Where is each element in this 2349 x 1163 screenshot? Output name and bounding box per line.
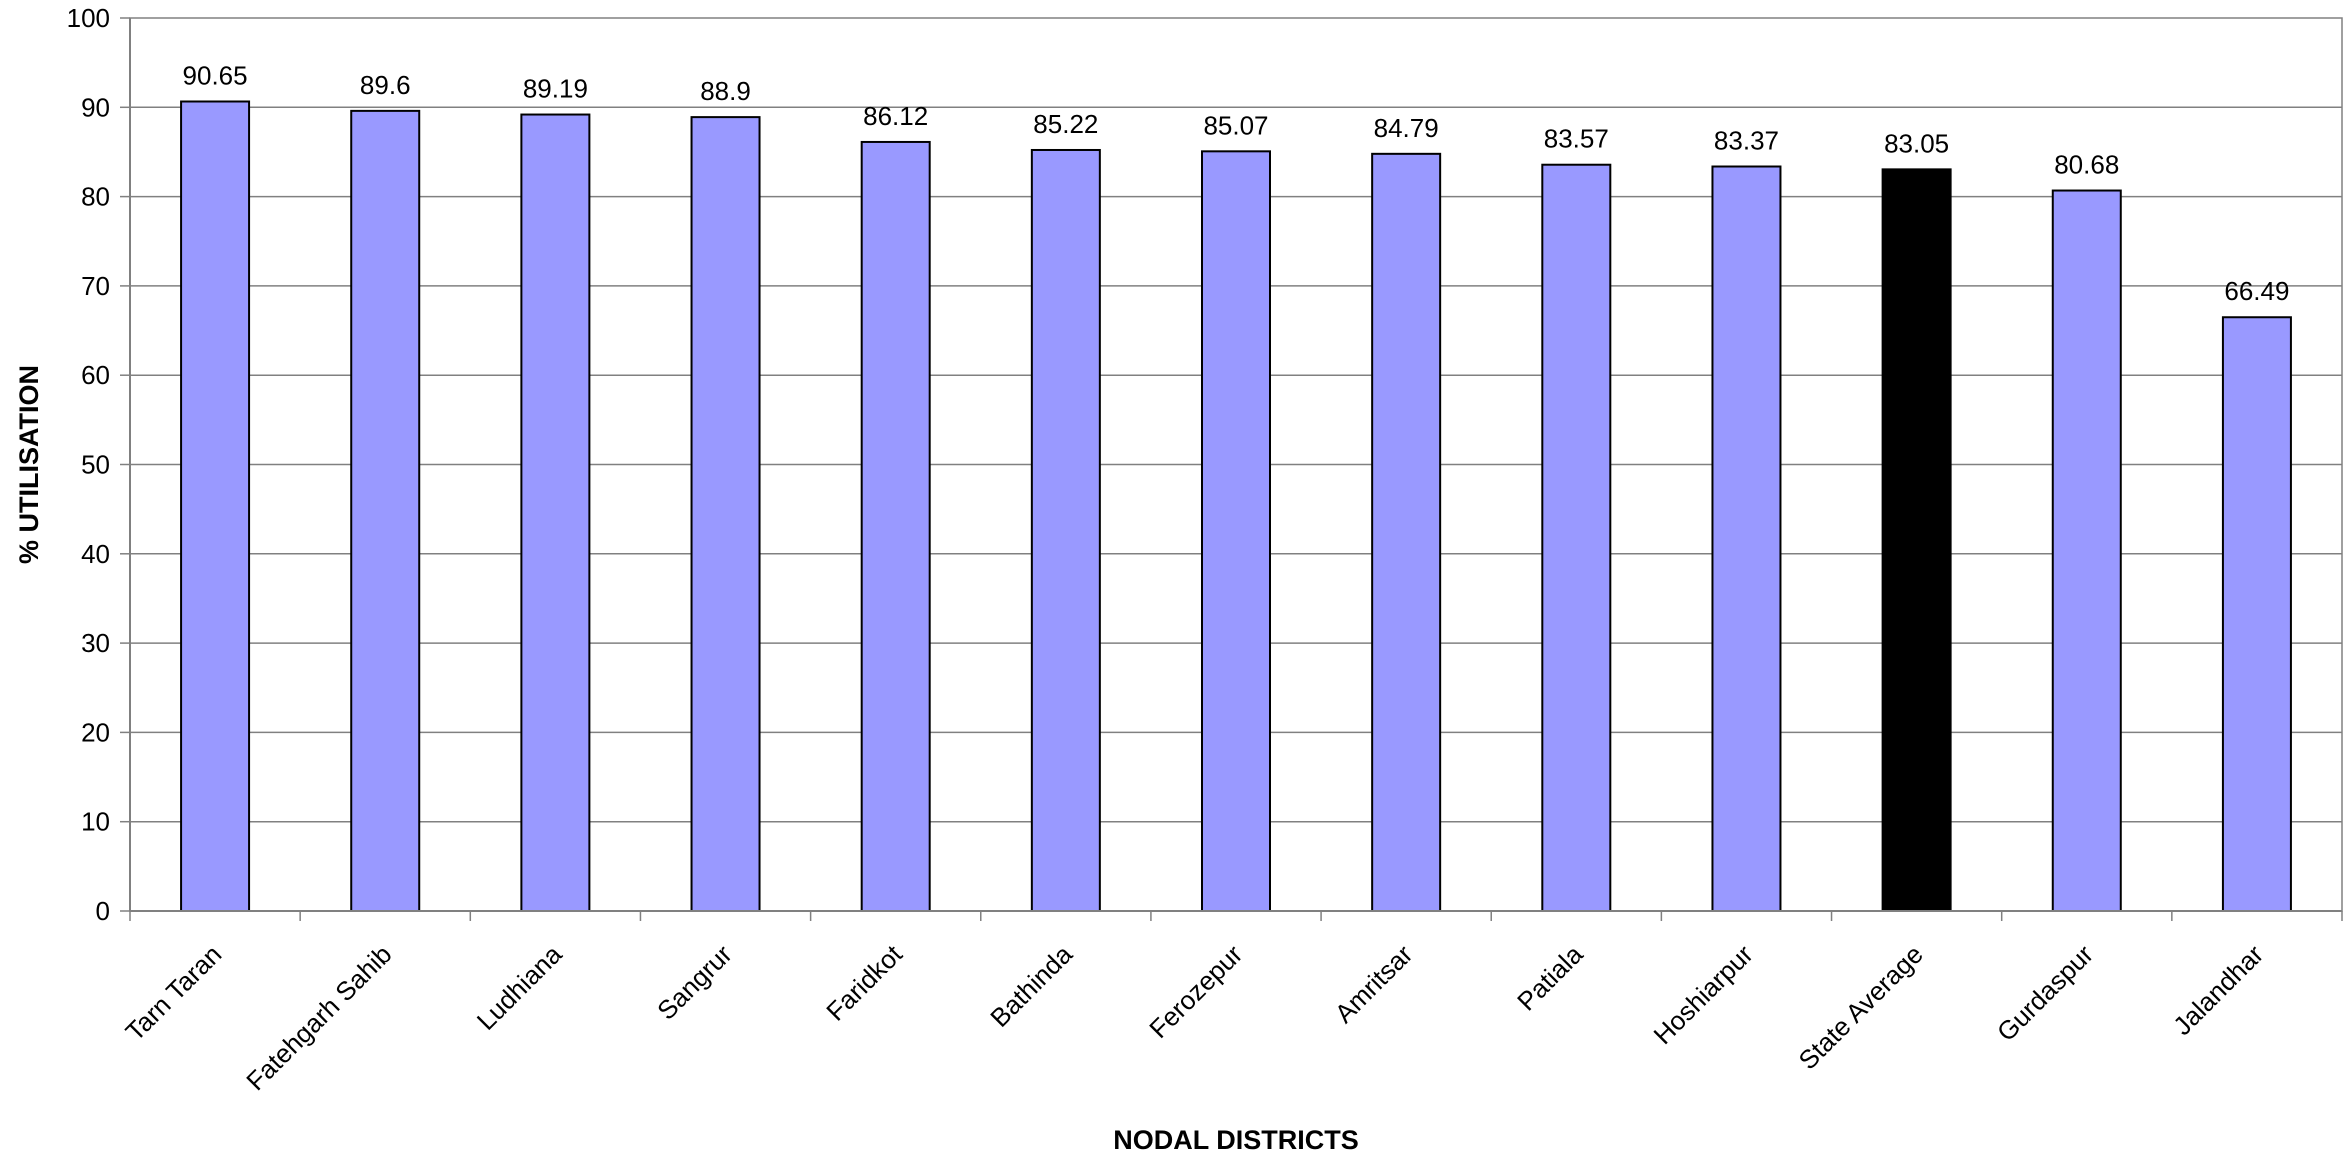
data-label: 85.07 — [1203, 110, 1268, 140]
data-label: 83.05 — [1884, 128, 1949, 158]
y-tick-label: 40 — [81, 539, 110, 569]
bar — [2051, 189, 2122, 913]
x-tick-label: Hoshiarpur — [1648, 939, 1759, 1050]
bar — [180, 100, 251, 913]
y-tick-label: 10 — [81, 807, 110, 837]
data-label: 83.57 — [1544, 124, 1609, 154]
y-tick-label: 90 — [81, 92, 110, 122]
data-label: 80.68 — [2054, 150, 2119, 180]
y-tick-label: 50 — [81, 450, 110, 480]
data-label: 88.9 — [700, 76, 751, 106]
bars — [180, 100, 2292, 913]
axes — [120, 17, 2343, 921]
x-tick-label: Patiala — [1511, 939, 1589, 1017]
x-tick-label: Sangrur — [651, 939, 738, 1026]
data-label: 89.19 — [523, 74, 588, 104]
bar — [2221, 316, 2292, 912]
x-tick-label: Faridkot — [820, 938, 908, 1026]
bar — [1541, 163, 1612, 912]
data-label: 90.65 — [183, 60, 248, 90]
bar — [1030, 148, 1101, 912]
x-tick-label: Bathinda — [984, 939, 1078, 1033]
x-tick-label: Tarn Taran — [120, 939, 228, 1047]
bar — [860, 140, 931, 912]
bar — [1201, 150, 1271, 913]
bar — [1371, 152, 1442, 912]
x-tick-label: Ferozepur — [1143, 939, 1248, 1044]
y-tick-label: 80 — [81, 182, 110, 212]
bar-state-average — [1881, 168, 1952, 912]
y-tick-label: 60 — [81, 360, 110, 390]
x-tick-label: Ludhiana — [471, 939, 568, 1036]
bar — [350, 109, 421, 912]
data-label: 83.37 — [1714, 126, 1779, 156]
y-tick-label: 100 — [67, 3, 110, 33]
data-label: 89.6 — [360, 70, 411, 100]
x-tick-label: Jalandhar — [2167, 939, 2269, 1041]
bar — [690, 116, 761, 913]
x-tick-label: Fatehgarh Sahib — [240, 939, 397, 1096]
y-tick-label: 20 — [81, 717, 110, 747]
y-tick-label: 30 — [81, 628, 110, 658]
x-tick-label: State Average — [1792, 939, 1928, 1075]
y-tick-label: 0 — [96, 896, 110, 926]
x-tick-label: Amritsar — [1329, 939, 1419, 1029]
bar — [520, 113, 591, 912]
data-label: 84.79 — [1374, 113, 1439, 143]
y-tick-label: 70 — [81, 271, 110, 301]
data-label: 66.49 — [2224, 276, 2289, 306]
data-label: 86.12 — [863, 101, 928, 131]
y-axis-title: % UTILISATION — [14, 365, 44, 564]
bar — [1711, 165, 1782, 912]
x-axis-title: NODAL DISTRICTS — [1113, 1125, 1359, 1155]
data-label: 85.22 — [1033, 109, 1098, 139]
x-tick-label: Gurdaspur — [1991, 939, 2099, 1047]
